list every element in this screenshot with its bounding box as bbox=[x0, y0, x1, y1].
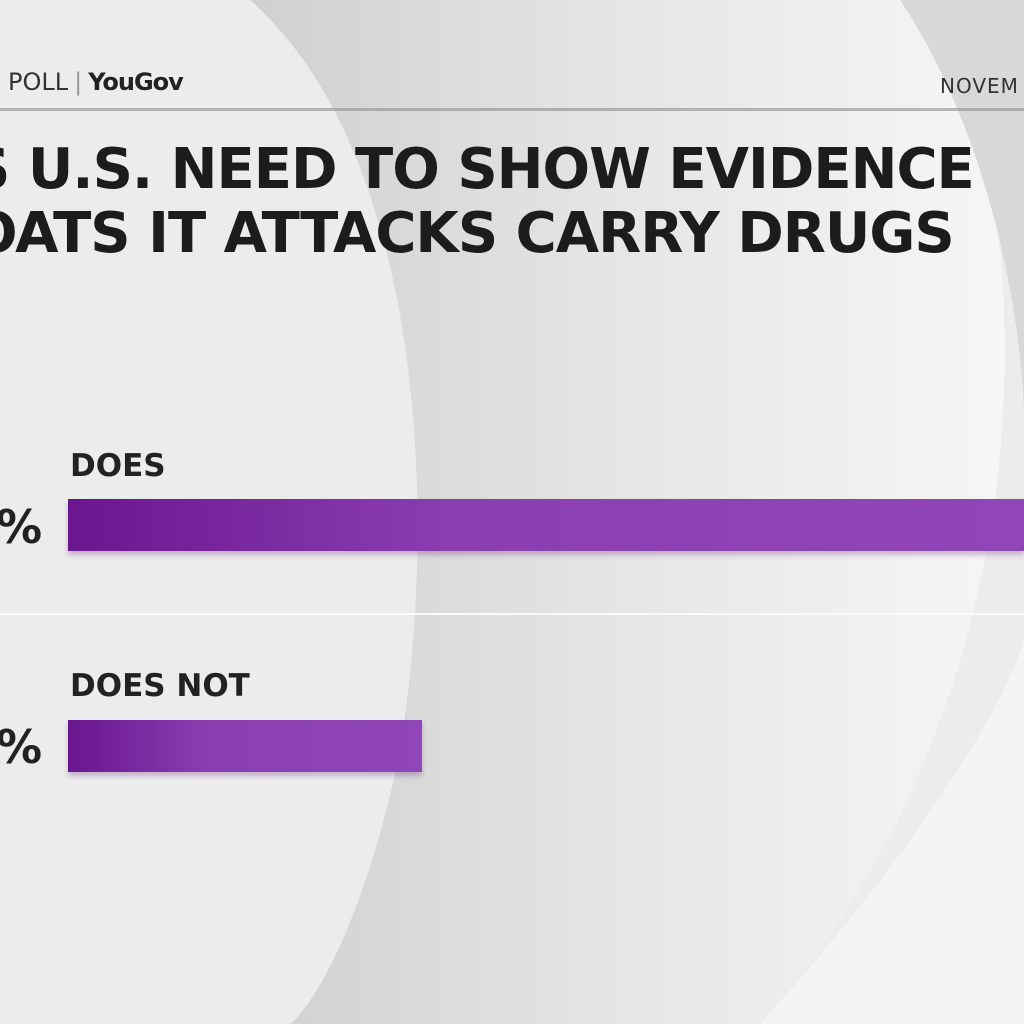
yougov-logo: YouGov bbox=[88, 68, 184, 96]
header-rule bbox=[0, 108, 1024, 111]
bar-does bbox=[68, 499, 1024, 551]
category-label-does-not: DOES NOT bbox=[70, 668, 250, 704]
value-label-does-not: % bbox=[0, 720, 43, 774]
title-line-2: OATS IT ATTACKS CARRY DRUGS bbox=[0, 201, 955, 266]
poll-date: NOVEM bbox=[940, 74, 1019, 98]
poll-label: POLL bbox=[8, 68, 69, 96]
value-label-does: % bbox=[0, 500, 43, 554]
header-separator: | bbox=[74, 68, 83, 96]
title-line-1: S U.S. NEED TO SHOW EVIDENCE bbox=[0, 137, 975, 202]
poll-source: POLL | YouGov bbox=[8, 68, 184, 96]
category-label-does: DOES bbox=[70, 448, 166, 484]
chart-title: S U.S. NEED TO SHOW EVIDENCE OATS IT ATT… bbox=[0, 137, 975, 266]
bar-does-not bbox=[68, 720, 422, 772]
row-divider bbox=[0, 613, 1024, 615]
